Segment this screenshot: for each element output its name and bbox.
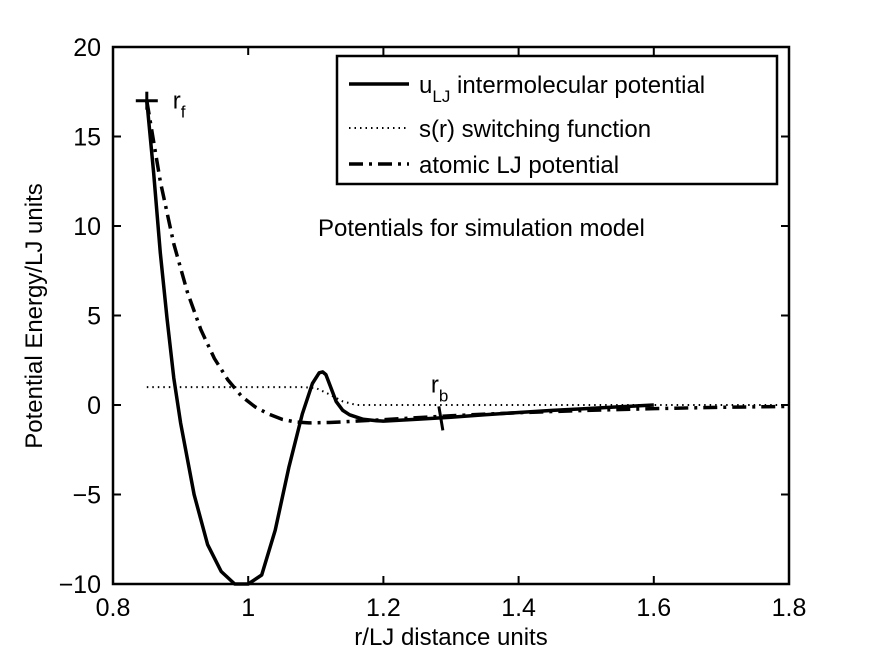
y-tick-label: 0: [87, 392, 101, 420]
marker-rb-label-base: r: [431, 371, 439, 398]
y-tick-label: 10: [73, 213, 101, 241]
legend-label-series-1: uLJ intermolecular potential: [419, 72, 705, 106]
marker-rf-label-base: r: [173, 88, 181, 115]
series-line-dashdot: [145, 100, 790, 425]
y-tick-label: 20: [73, 34, 101, 62]
legend-box: [335, 54, 779, 186]
x-tick-label: 1.2: [366, 594, 401, 622]
legend-label-series-3: atomic LJ potential: [419, 152, 619, 179]
x-tick-labels: 0.8 1 1.2 1.4 1.6 1.8: [96, 594, 807, 622]
x-tick-label: 1.4: [501, 594, 536, 622]
legend-label-series-1-sub: LJ: [432, 87, 450, 106]
series-layer: [145, 100, 790, 586]
marker-rb-tick: [437, 406, 445, 431]
y-tick-label: −5: [72, 482, 101, 510]
legend-label-series-1-base: u: [419, 72, 432, 99]
x-tick-label: 1: [241, 594, 255, 622]
y-tick-label: −10: [59, 571, 101, 599]
legend: uLJ intermolecular potential s(r) switch…: [335, 54, 779, 186]
series-line-dotted: [146, 386, 789, 406]
x-axis-label: r/LJ distance units: [354, 624, 547, 651]
y-axis-label: Potential Energy/LJ units: [21, 183, 48, 449]
legend-label-series-1-rest: intermolecular potential: [450, 72, 705, 99]
chart-annotation: Potentials for simulation model: [318, 215, 645, 242]
y-tick-labels: −10 −5 0 5 10 15 20: [59, 34, 101, 599]
series-line-solid: [145, 100, 654, 586]
marker-rb-label-sub: b: [439, 386, 448, 405]
marker-rf-label: rf: [173, 88, 186, 122]
marker-rf-label-sub: f: [181, 103, 186, 122]
y-tick-label: 15: [73, 124, 101, 152]
y-tick-label: 5: [87, 303, 101, 331]
x-tick-label: 1.8: [772, 594, 807, 622]
x-tick-label: 1.6: [636, 594, 671, 622]
axis-ticks: [112, 46, 790, 585]
marker-rb-label: rb: [431, 371, 448, 405]
legend-label-series-2: s(r) switching function: [419, 116, 651, 143]
x-tick-label: 0.8: [96, 594, 131, 622]
